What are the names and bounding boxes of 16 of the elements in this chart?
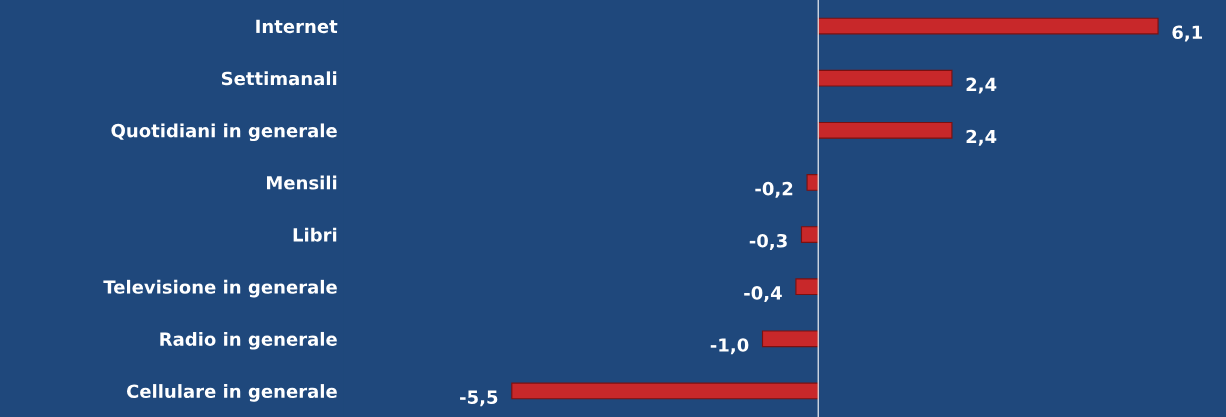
data-label: -1,0 xyxy=(710,338,749,355)
y-tick-label: Libri xyxy=(293,227,337,242)
data-label: -0,4 xyxy=(744,286,782,303)
y-tick-label: Internet xyxy=(256,19,338,34)
y-tick-label: Cellulare in generale xyxy=(126,384,337,402)
data-label: -0,3 xyxy=(749,233,787,250)
data-label: 6,1 xyxy=(1172,25,1203,42)
y-tick-label: Quotidiani in generale xyxy=(111,123,337,142)
data-label: 2,4 xyxy=(966,77,997,94)
y-tick-label: Settimanali xyxy=(221,71,337,86)
y-tick-label: Televisione in generale xyxy=(103,279,337,298)
data-label: -5,5 xyxy=(460,390,498,407)
y-tick-label: Mensili xyxy=(267,175,337,190)
data-label: 2,4 xyxy=(966,129,997,146)
data-label: -0,2 xyxy=(755,181,793,198)
y-tick-label: Radio in generale xyxy=(160,331,337,350)
